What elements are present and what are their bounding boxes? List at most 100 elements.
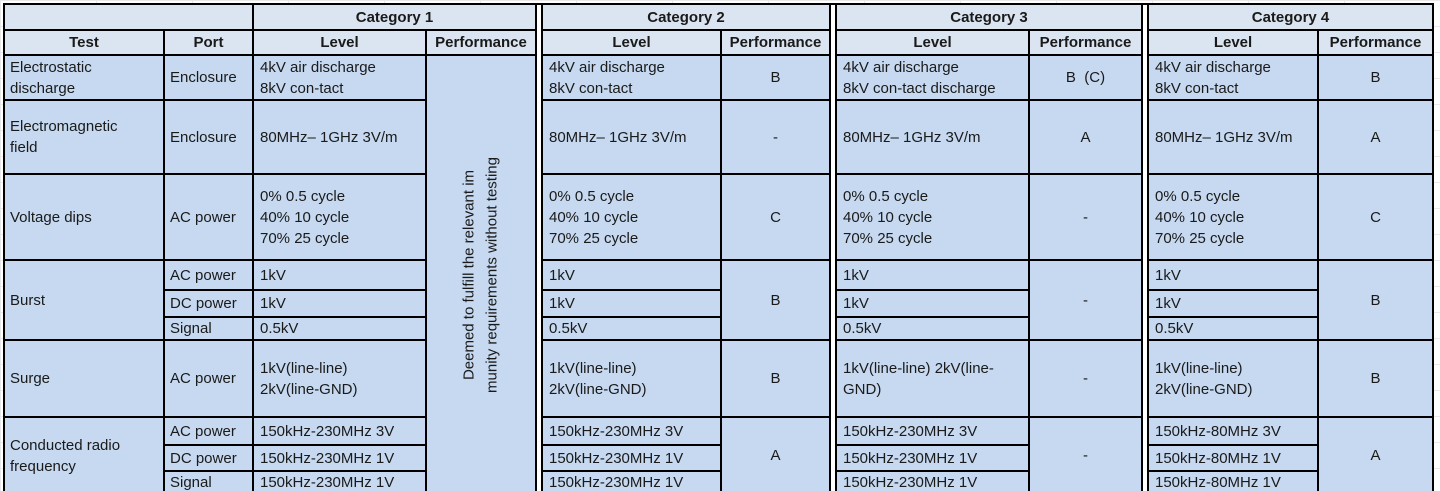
row-electrostatic-discharge: Electrostatic discharge Enclosure 4kV ai… <box>3 54 1434 491</box>
cell-burst-cat2-performance: B <box>720 259 831 341</box>
col-header-level-cat4: Level <box>1147 29 1319 56</box>
cell-burst-cat3-level-dc: 1kV <box>835 289 1030 318</box>
cell-burst-cat4-performance: B <box>1317 259 1434 341</box>
cell-vdips-cat4-performance: C <box>1317 173 1434 261</box>
cell-esd-cat4-performance: B <box>1317 54 1434 101</box>
cell-vdips-cat1-level: 0% 0.5 cycle 40% 10 cycle 70% 25 cycle <box>252 173 427 261</box>
cell-esd-cat2-performance: B <box>720 54 831 101</box>
cell-surge-test: Surge <box>3 339 165 418</box>
cell-burst-cat2-level-dc: 1kV <box>541 289 722 318</box>
cell-burst-cat1-level-dc: 1kV <box>252 289 427 318</box>
cell-surge-cat4-level: 1kV(line-line) 2kV(line-GND) <box>1147 339 1319 418</box>
category-divider-2 <box>829 3 837 491</box>
category-divider-1 <box>535 3 543 491</box>
cell-emf-port: Enclosure <box>163 99 254 175</box>
cell-emf-cat2-level: 80MHz– 1GHz 3V/m <box>541 99 722 175</box>
cell-crf-cat4-performance: A <box>1317 416 1434 491</box>
cell-emf-cat3-performance: A <box>1028 99 1143 175</box>
cell-vdips-cat3-level: 0% 0.5 cycle 40% 10 cycle 70% 25 cycle <box>835 173 1030 261</box>
col-header-performance-cat3: Performance <box>1028 29 1143 56</box>
col-header-level-cat1: Level <box>252 29 427 56</box>
cell-surge-cat2-level: 1kV(line-line) 2kV(line-GND) <box>541 339 722 418</box>
cell-crf-cat1-level-dc: 150kHz-230MHz 1V <box>252 444 427 472</box>
col-header-test: Test <box>3 29 165 56</box>
cell-burst-test: Burst <box>3 259 165 341</box>
cell-burst-cat4-level-ac: 1kV <box>1147 259 1319 291</box>
corner-cell <box>3 3 254 31</box>
category-1-header: Category 1 <box>252 3 537 31</box>
cell-burst-cat3-level-signal: 0.5kV <box>835 316 1030 341</box>
cell-burst-cat2-level-ac: 1kV <box>541 259 722 291</box>
row-crf-signal: Signal 150kHz-230MHz 1V 150kHz-230MHz 1V… <box>4 470 1433 491</box>
col-header-performance-cat4: Performance <box>1317 29 1434 56</box>
cell-esd-cat3-level: 4kV air discharge 8kV con-tact discharge <box>835 54 1030 101</box>
cell-crf-cat4-level-signal: 150kHz-80MHz 1V <box>1147 470 1319 491</box>
cell-esd-cat2-level: 4kV air discharge 8kV con-tact <box>541 54 722 101</box>
cell-emf-cat2-performance: - <box>720 99 831 175</box>
cell-vdips-cat2-performance: C <box>720 173 831 261</box>
cell-emf-cat1-level: 80MHz– 1GHz 3V/m <box>252 99 427 175</box>
cell-surge-cat2-performance: B <box>720 339 831 418</box>
cell-surge-cat3-level: 1kV(line-line) 2kV(line- GND) <box>835 339 1030 418</box>
cell-emf-cat3-level: 80MHz– 1GHz 3V/m <box>835 99 1030 175</box>
category-divider-3 <box>1141 3 1149 491</box>
emc-immunity-table: Category 1 Category 2 Category 3 Categor… <box>3 3 1434 491</box>
cell-burst-cat4-level-signal: 0.5kV <box>1147 316 1319 341</box>
cell-crf-test: Conducted radio frequency <box>3 416 165 491</box>
cell-vdips-test: Voltage dips <box>3 173 165 261</box>
cell-surge-cat1-level: 1kV(line-line) 2kV(line-GND) <box>252 339 427 418</box>
cell-burst-cat3-level-ac: 1kV <box>835 259 1030 291</box>
cell-burst-port-signal: Signal <box>163 316 254 341</box>
cell-crf-cat4-level-ac: 150kHz-80MHz 3V <box>1147 416 1319 446</box>
cell-crf-cat4-level-dc: 150kHz-80MHz 1V <box>1147 444 1319 472</box>
cell-crf-cat3-level-dc: 150kHz-230MHz 1V <box>835 444 1030 472</box>
cell-burst-cat1-level-ac: 1kV <box>252 259 427 291</box>
col-header-level-cat3: Level <box>835 29 1030 56</box>
cell-crf-cat2-performance: A <box>720 416 831 491</box>
cell-emf-test: Electromagnetic field <box>3 99 165 175</box>
row-burst-ac: Burst AC power 1kV 1kV B 1kV - 1kV B <box>3 259 1434 341</box>
cell-surge-cat4-performance: B <box>1317 339 1434 418</box>
cell-esd-test: Electrostatic discharge <box>3 54 165 101</box>
cell-burst-cat3-performance: - <box>1028 259 1143 341</box>
cell-crf-port-ac: AC power <box>163 416 254 446</box>
row-voltage-dips: Voltage dips AC power 0% 0.5 cycle 40% 1… <box>3 173 1434 261</box>
cell-burst-port-dc: DC power <box>163 289 254 318</box>
row-surge: Surge AC power 1kV(line-line) 2kV(line-G… <box>3 339 1434 418</box>
category-header-row: Category 1 Category 2 Category 3 Categor… <box>3 3 1434 491</box>
rotated-note-text: Deemed to fulfill the relevant im munity… <box>460 156 501 393</box>
category-2-header: Category 2 <box>541 3 831 31</box>
row-burst-signal: Signal 0.5kV 0.5kV 0.5kV 0.5kV <box>4 316 1433 341</box>
cell-esd-cat3-performance: B (C) <box>1028 54 1143 101</box>
row-electromagnetic-field: Electromagnetic field Enclosure 80MHz– 1… <box>3 99 1434 175</box>
cell-vdips-port: AC power <box>163 173 254 261</box>
cell-burst-cat2-level-signal: 0.5kV <box>541 316 722 341</box>
cell-surge-port: AC power <box>163 339 254 418</box>
cell-crf-cat3-performance: - <box>1028 416 1143 491</box>
column-header-row: Test Port Level Performance Level Perfor… <box>3 29 1434 56</box>
cell-burst-cat4-level-dc: 1kV <box>1147 289 1319 318</box>
cell-burst-cat1-level-signal: 0.5kV <box>252 316 427 341</box>
row-burst-dc: DC power 1kV 1kV 1kV 1kV <box>4 289 1433 318</box>
cell-esd-port: Enclosure <box>163 54 254 101</box>
cell-crf-cat1-level-ac: 150kHz-230MHz 3V <box>252 416 427 446</box>
cell-crf-cat2-level-ac: 150kHz-230MHz 3V <box>541 416 722 446</box>
row-crf-ac: Conducted radio frequency AC power 150kH… <box>3 416 1434 491</box>
cell-vdips-cat2-level: 0% 0.5 cycle 40% 10 cycle 70% 25 cycle <box>541 173 722 261</box>
cell-surge-cat3-performance: - <box>1028 339 1143 418</box>
col-header-level-cat2: Level <box>541 29 722 56</box>
category-4-header: Category 4 <box>1147 3 1434 31</box>
col-header-port: Port <box>163 29 254 56</box>
cell-crf-cat2-level-dc: 150kHz-230MHz 1V <box>541 444 722 472</box>
cell-cat1-performance-note: Deemed to fulfill the relevant im munity… <box>425 54 537 491</box>
row-crf-dc: DC power 150kHz-230MHz 1V 150kHz-230MHz … <box>4 444 1433 472</box>
cell-emf-cat4-performance: A <box>1317 99 1434 175</box>
cell-esd-cat1-level: 4kV air discharge 8kV con-tact <box>252 54 427 101</box>
cell-crf-cat3-level-signal: 150kHz-230MHz 1V <box>835 470 1030 491</box>
cell-burst-port-ac: AC power <box>163 259 254 291</box>
cell-esd-cat4-level: 4kV air discharge 8kV con-tact <box>1147 54 1319 101</box>
cell-crf-cat3-level-ac: 150kHz-230MHz 3V <box>835 416 1030 446</box>
category-3-header: Category 3 <box>835 3 1143 31</box>
cell-vdips-cat4-level: 0% 0.5 cycle 40% 10 cycle 70% 25 cycle <box>1147 173 1319 261</box>
